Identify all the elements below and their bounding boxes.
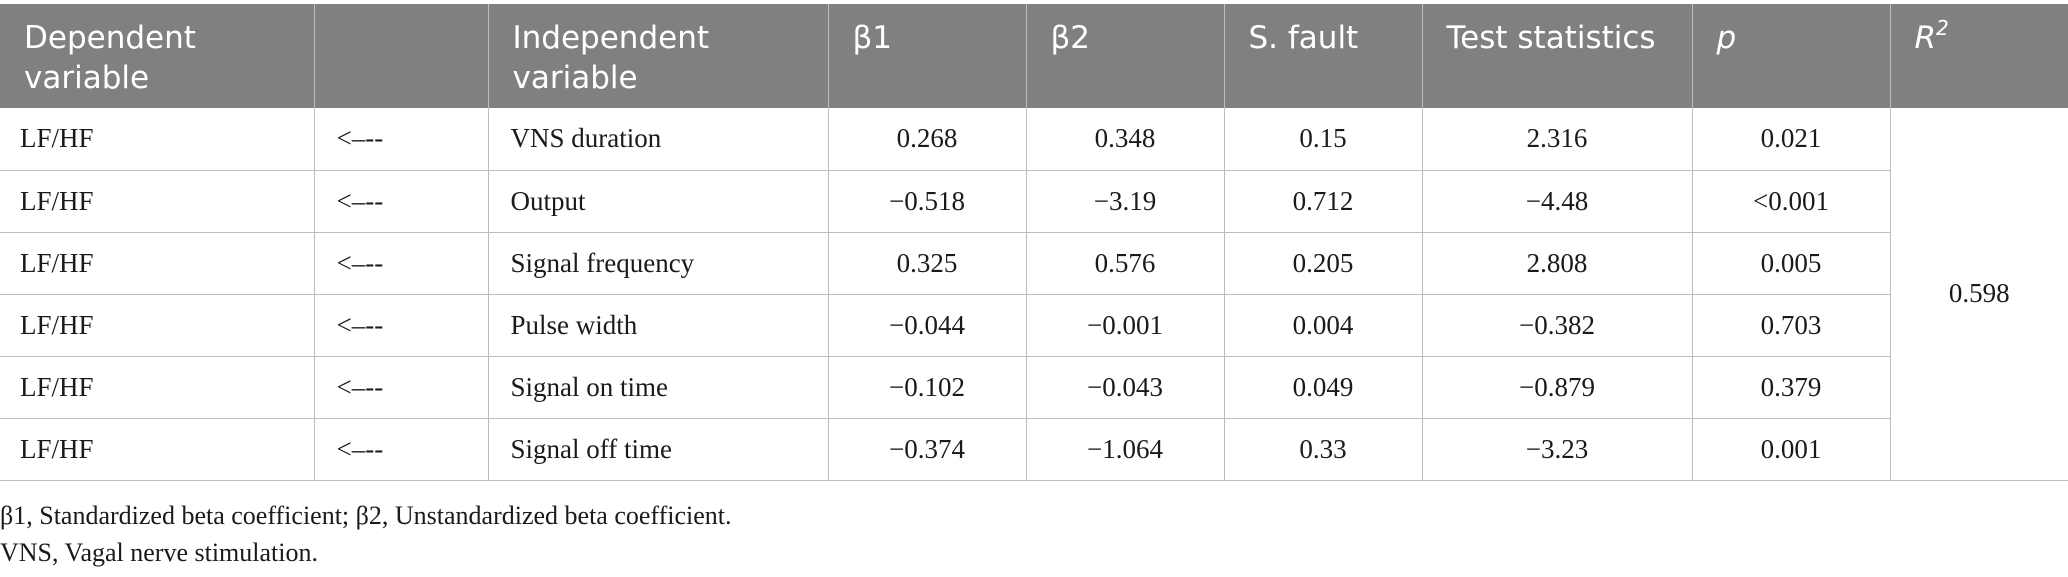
cell-arrow: <–--: [313, 294, 488, 357]
cell-test-statistic: −0.879: [1421, 356, 1692, 419]
header-dependent-variable: Dependent variable: [0, 4, 314, 108]
table-header: Dependent variable Independent variable …: [0, 4, 2068, 108]
table-body: LF/HF <–-- VNS duration 0.268 0.348 0.15…: [0, 108, 2068, 481]
cell-p-value: 0.703: [1691, 294, 1890, 357]
cell-standard-fault: 0.205: [1223, 232, 1422, 295]
cell-p-value: 0.001: [1691, 418, 1890, 481]
cell-test-statistic: −3.23: [1421, 418, 1692, 481]
cell-standard-fault: 0.33: [1223, 418, 1422, 481]
header-r-squared: R2: [1889, 4, 2068, 108]
cell-beta2: −3.19: [1025, 170, 1224, 233]
cell-independent: Signal on time: [487, 356, 828, 419]
table-row: LF/HF <–-- VNS duration 0.268 0.348 0.15…: [0, 108, 2068, 481]
cell-p-value: <0.001: [1691, 170, 1890, 233]
cell-independent: Signal frequency: [487, 232, 828, 295]
header-test-statistics: Test statistics: [1421, 4, 1692, 108]
cell-beta2: −0.043: [1025, 356, 1224, 419]
cell-dependent: LF/HF: [0, 232, 314, 295]
header-arrow: [313, 4, 488, 108]
cell-beta1: −0.102: [827, 356, 1026, 419]
header-independent-variable: Independent variable: [487, 4, 828, 108]
cell-test-statistic: −0.382: [1421, 294, 1692, 357]
cell-beta1: 0.268: [827, 108, 1026, 171]
cell-beta1: −0.044: [827, 294, 1026, 357]
table-row: LF/HF <–-- Signal off time −0.374 −1.064…: [0, 418, 2068, 481]
cell-arrow: <–--: [313, 170, 488, 233]
table-row: LF/HF <–-- Signal on time −0.102 −0.043 …: [0, 356, 2068, 419]
cell-dependent: LF/HF: [0, 356, 314, 419]
header-row: Dependent variable Independent variable …: [0, 4, 2068, 108]
cell-dependent: LF/HF: [0, 108, 314, 171]
cell-arrow: <–--: [313, 418, 488, 481]
cell-beta2: −1.064: [1025, 418, 1224, 481]
table-row: LF/HF <–-- Pulse width −0.044 −0.001 0.0…: [0, 294, 2068, 357]
cell-p-value: 0.005: [1691, 232, 1890, 295]
table-row: LF/HF <–-- Output −0.518 −3.19 0.712 −4.…: [0, 170, 2068, 233]
header-r-squared-base: R: [1914, 20, 1937, 56]
cell-independent: Signal off time: [487, 418, 828, 481]
cell-p-value: 0.021: [1691, 108, 1890, 171]
cell-arrow: <–--: [313, 356, 488, 419]
cell-arrow: <–--: [313, 108, 488, 171]
cell-beta2: −0.001: [1025, 294, 1224, 357]
cell-standard-fault: 0.15: [1223, 108, 1422, 171]
cell-test-statistic: 2.316: [1421, 108, 1692, 171]
cell-test-statistic: 2.808: [1421, 232, 1692, 295]
header-p-value: p: [1691, 4, 1890, 108]
cell-dependent: LF/HF: [0, 294, 314, 357]
cell-beta2: 0.576: [1025, 232, 1224, 295]
footnote-beta-definitions: β1, Standardized beta coefficient; β2, U…: [0, 501, 732, 530]
cell-r-squared: 0.598: [1889, 108, 2068, 481]
cell-p-value: 0.379: [1691, 356, 1890, 419]
header-beta2: β2: [1025, 4, 1224, 108]
table-row: LF/HF <–-- Signal frequency 0.325 0.576 …: [0, 232, 2068, 295]
cell-standard-fault: 0.004: [1223, 294, 1422, 357]
cell-dependent: LF/HF: [0, 170, 314, 233]
cell-test-statistic: −4.48: [1421, 170, 1692, 233]
cell-independent: VNS duration: [487, 108, 828, 171]
cell-beta1: −0.374: [827, 418, 1026, 481]
footnote-vns-definition: VNS, Vagal nerve stimulation.: [0, 538, 318, 567]
table-footnotes: β1, Standardized beta coefficient; β2, U…: [0, 497, 2068, 571]
header-standard-fault: S. fault: [1223, 4, 1422, 108]
cell-independent: Pulse width: [487, 294, 828, 357]
header-r-squared-superscript: 2: [1936, 15, 1949, 40]
cell-arrow: <–--: [313, 232, 488, 295]
cell-beta2: 0.348: [1025, 108, 1224, 171]
cell-independent: Output: [487, 170, 828, 233]
cell-standard-fault: 0.712: [1223, 170, 1422, 233]
regression-table: Dependent variable Independent variable …: [0, 4, 2068, 481]
cell-standard-fault: 0.049: [1223, 356, 1422, 419]
cell-dependent: LF/HF: [0, 418, 314, 481]
header-beta1: β1: [827, 4, 1026, 108]
cell-beta1: −0.518: [827, 170, 1026, 233]
cell-beta1: 0.325: [827, 232, 1026, 295]
